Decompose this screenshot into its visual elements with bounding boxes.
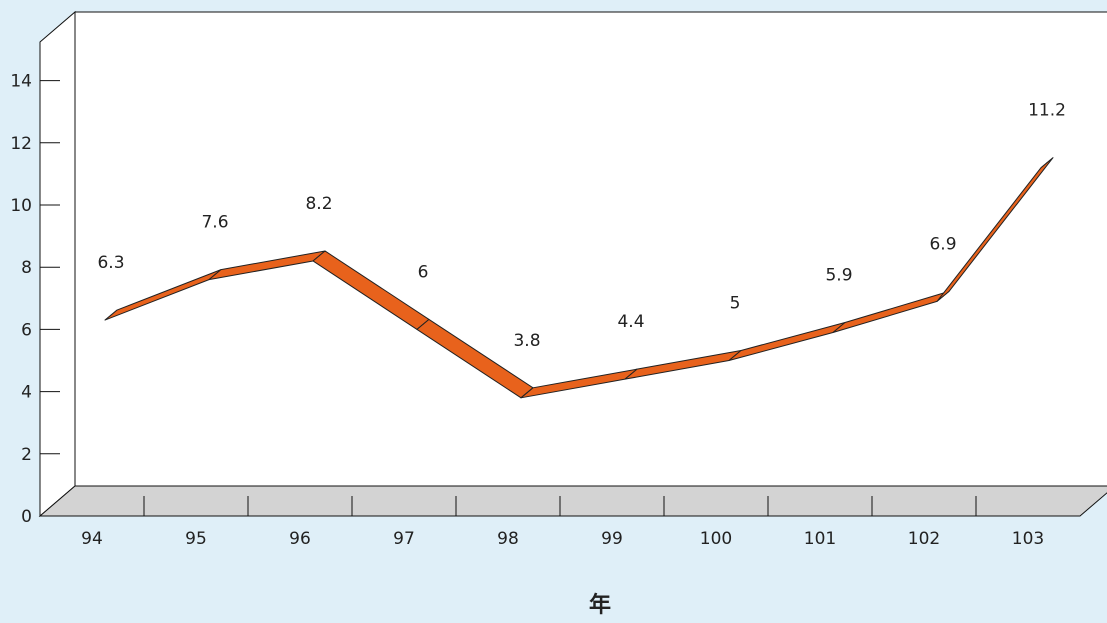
y-tick-label: 6 [21,320,32,340]
y-tick-label: 2 [21,445,32,465]
data-point [526,392,528,394]
y-tick-label: 4 [21,383,32,403]
plot-side-wall [39,10,76,518]
y-tick-label: 10 [10,196,32,216]
data-label: 3.8 [513,331,540,351]
x-tick-label: 102 [908,529,940,549]
x-tick-label: 99 [601,529,623,549]
x-tick-label: 95 [185,529,207,549]
data-label: 6.9 [929,234,956,254]
x-tick-label: 97 [393,529,415,549]
x-tick-label: 101 [804,529,836,549]
data-label: 7.6 [201,213,228,233]
data-label: 8.2 [305,194,332,214]
data-point [838,327,840,329]
data-point [422,323,424,325]
data-label: 11.2 [1028,101,1066,121]
y-tick-label: 12 [10,134,32,154]
x-axis-title: 年 [589,592,611,618]
data-point [1046,162,1048,164]
x-tick-label: 98 [497,529,519,549]
data-point [630,373,632,375]
x-tick-label: 94 [81,529,103,549]
ribbon-segment [936,157,1054,302]
data-point [942,295,944,297]
x-tick-label: 100 [700,529,732,549]
y-tick-label: 0 [21,507,32,527]
data-label: 5.9 [825,266,852,286]
plot-floor [38,485,1107,517]
y-tick-label: 14 [10,72,32,92]
series-ribbon [104,157,1054,399]
data-label: 6 [418,262,429,282]
x-tick-label: 103 [1012,529,1044,549]
data-point [214,274,216,276]
data-point [110,314,112,316]
data-point [318,255,320,257]
y-tick-label: 8 [21,258,32,278]
data-point [734,355,736,356]
data-label: 6.3 [97,253,124,273]
data-label: 4.4 [617,312,644,332]
x-tick-label: 96 [289,529,311,549]
data-label: 5 [730,294,741,314]
